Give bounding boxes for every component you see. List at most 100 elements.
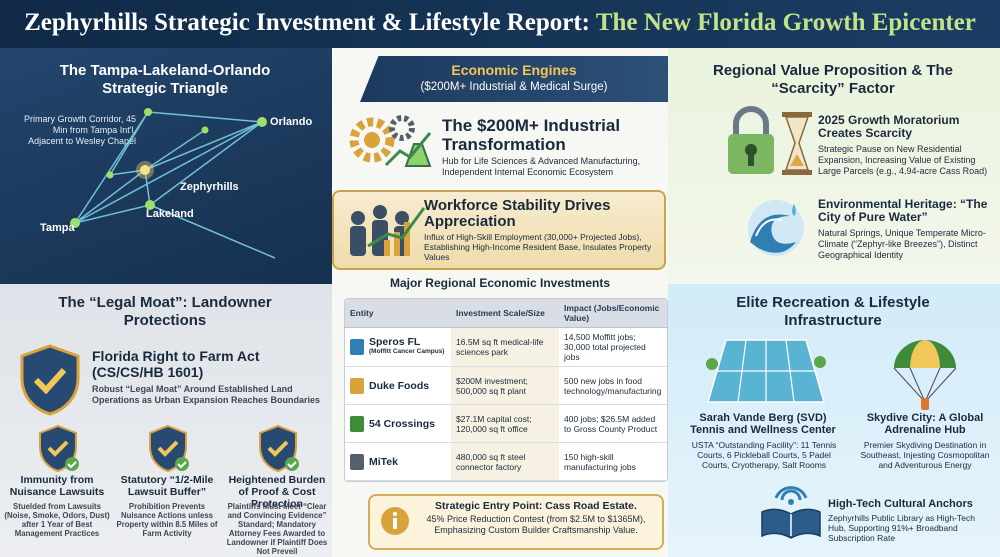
entity-cell: Duke Foods [345,366,451,405]
entity-icon [350,377,364,394]
recreation-panel: Elite Recreation & Lifestyle Infrastruct… [668,284,1000,557]
table-head: Entity Investment Scale/Size Impact (Jobs/… [345,299,667,328]
engine-block-text: Hub for Life Sciences & Advanced Manufac… [442,156,641,177]
workforce-icon [350,205,426,256]
entity-wrap: MiTek [350,453,446,470]
rec-item-title: Sarah Vande Berg (SVD) Tennis and Wellne… [690,412,836,436]
entity-cell: 54 Crossings [345,404,451,443]
value-item-text: Natural Springs, Unique Temperate Micro-… [818,228,986,260]
engine-block-title: Workforce Stability Drives Appreciation [424,197,611,230]
legal-item-text: Stuelded from Lawsuits (Noise, Smoke, Od… [4,502,110,538]
entity-name-wrap: 54 Crossings [369,417,435,430]
tennis-icon [706,339,826,403]
column-header: Investment Scale/Size [451,299,559,328]
investments-table: Entity Investment Scale/Size Impact (Jobs/… [345,299,667,481]
entity-name: 54 Crossings [369,417,435,430]
table-row: Duke Foods $200M investment; 500,000 sq f… [345,366,667,405]
lock-hourglass-icon [728,106,812,175]
table-row: MiTek 480,000 sq ft steel connector facto… [345,442,667,481]
entity-cell: MiTek [345,442,451,481]
header-bar [0,0,1000,48]
table-row: Speros FL (Moffitt Cancer Campus) 16.5M sq… [345,327,667,367]
scale-cell: 480,000 sq ft steel connector factory [451,442,559,481]
scale-cell: $200M investment; 500,000 sq ft plant [451,366,559,405]
triangle-map [70,108,276,259]
entity-name: Speros FL [369,336,421,348]
value-title: Regional Value Proposition & The “Scarci… [712,62,954,97]
rec-item-text: USTA “Outstanding Facility”: 11 Tennis C… [691,440,837,470]
scale-cell: 16.5M sq ft medical-life sciences park [451,327,559,367]
legal-item-title: Heightened Burden of Proof & Cost Protec… [228,474,326,510]
table-body: Speros FL (Moffitt Cancer Campus) 16.5M sq… [345,327,667,481]
header-highlight: The New Florida Growth Epicenter [595,9,976,36]
shield-check-icon [259,424,299,473]
shield-check-icon [149,424,189,473]
entity-name: MiTek [369,455,398,468]
column-header: Entity [345,299,451,328]
act-text: Robust “Legal Moat” Around Established L… [92,384,321,405]
shield-check-icon [39,424,79,473]
rec-item-title: Skydive City: A Global Adrenaline Hub [866,412,984,436]
engine-block-title: The $200M+ Industrial Transformation [442,116,621,154]
callout-title: Strategic Entry Point: Cass Road Estate. [435,500,637,512]
triangle-title: The Tampa-Lakeland-Orlando Strategic Tri… [59,62,271,97]
engine-block-text: Influx of High-Skill Employment (30,000+… [424,232,652,262]
city-label: Tampa [40,222,75,234]
legal-panel: The “Legal Moat”: Landowner Protections … [0,284,332,557]
table-row: 54 Crossings $27.1M capital cost; 120,000… [345,404,667,443]
triangle-note: Primary Growth Corridor, 45 Min from Tam… [23,114,136,146]
callout-text: 45% Price Reduction Contest (from $2.5M … [426,514,646,535]
entity-wrap: 54 Crossings [350,415,446,432]
investments-table-wrap: Entity Investment Scale/Size Impact (Jobs/… [344,298,668,482]
legal-title: The “Legal Moat”: Landowner Protections [58,294,272,329]
info-icon [381,507,409,535]
city-label: Zephyrhills [180,181,239,193]
legal-item-icon [36,424,80,473]
recreation-title: Elite Recreation & Lifestyle Infrastruct… [736,294,930,329]
value-item-title: 2025 Growth Moratorium Creates Scarcity [818,113,960,140]
callout-box [368,494,664,550]
entity-cell: Speros FL (Moffitt Cancer Campus) [345,327,451,367]
scale-cell: $27.1M capital cost; 120,000 sq ft offic… [451,404,559,443]
shield-icon [20,344,80,416]
header-title-wrap: Zephyrhills Strategic Investment & Lifes… [0,9,1000,37]
engines-panel: Economic Engines ($200M+ Industrial & Me… [332,48,668,557]
legal-item-icon [146,424,190,473]
entity-name-wrap: MiTek [369,455,398,468]
impact-cell: 500 new jobs in food technology/manufact… [559,366,667,405]
industry-icon [349,115,432,167]
triangle-panel: The Tampa-Lakeland-Orlando Strategic Tri… [0,48,332,284]
impact-cell: 150 high-skill manufacturing jobs [559,442,667,481]
rec-item-text: Zephyrhills Public Library as High-Tech … [828,513,975,543]
legal-item-title: Immunity from Nuisance Lawsuits [9,474,105,498]
rec-item-title: High-Tech Cultural Anchors [828,498,973,510]
impact-cell: 14,500 Moffitt jobs; 30,000 total projec… [559,327,667,367]
library-icon [761,486,821,539]
entity-name-wrap: Duke Foods [369,380,429,391]
water-icon [748,200,804,256]
city-label: Orlando [270,116,313,128]
entity-wrap: Speros FL (Moffitt Cancer Campus) [350,337,446,357]
value-item-title: Environmental Heritage: “The City of Pur… [818,197,988,224]
value-item-text: Strategic Pause on New Residential Expan… [818,144,988,176]
entity-name-wrap: Speros FL (Moffitt Cancer Campus) [369,337,444,357]
value-panel: Regional Value Proposition & The “Scarci… [668,48,1000,284]
legal-item-title: Statutory “1/2-Mile Lawsuit Buffer” [120,474,214,498]
entity-wrap: Duke Foods [350,377,446,394]
act-title: Florida Right to Farm Act (CS/CS/HB 1601… [92,348,260,380]
entity-note: (Moffitt Cancer Campus) [369,348,445,355]
entity-icon [350,339,364,355]
city-label: Lakeland [146,208,194,220]
table-header-row: Entity Investment Scale/Size Impact (Jobs/… [345,299,667,328]
engines-title: Economic Engines [451,62,577,78]
impact-cell: 400 jobs; $26.5M added to Gross County P… [559,404,667,443]
investments-title: Major Regional Economic Investments [389,276,611,290]
skydive-icon [893,340,957,410]
rec-item-text: Premier Skydiving Destination in Southea… [860,440,990,470]
entity-icon [350,415,364,432]
legal-item-text: Prohibition Prevents Nuisance Actions un… [116,502,218,538]
legal-item-text: Plaintiffs Must Meet “Clear and Convinci… [226,502,328,556]
legal-item-icon [256,424,300,473]
engines-banner [360,56,668,102]
